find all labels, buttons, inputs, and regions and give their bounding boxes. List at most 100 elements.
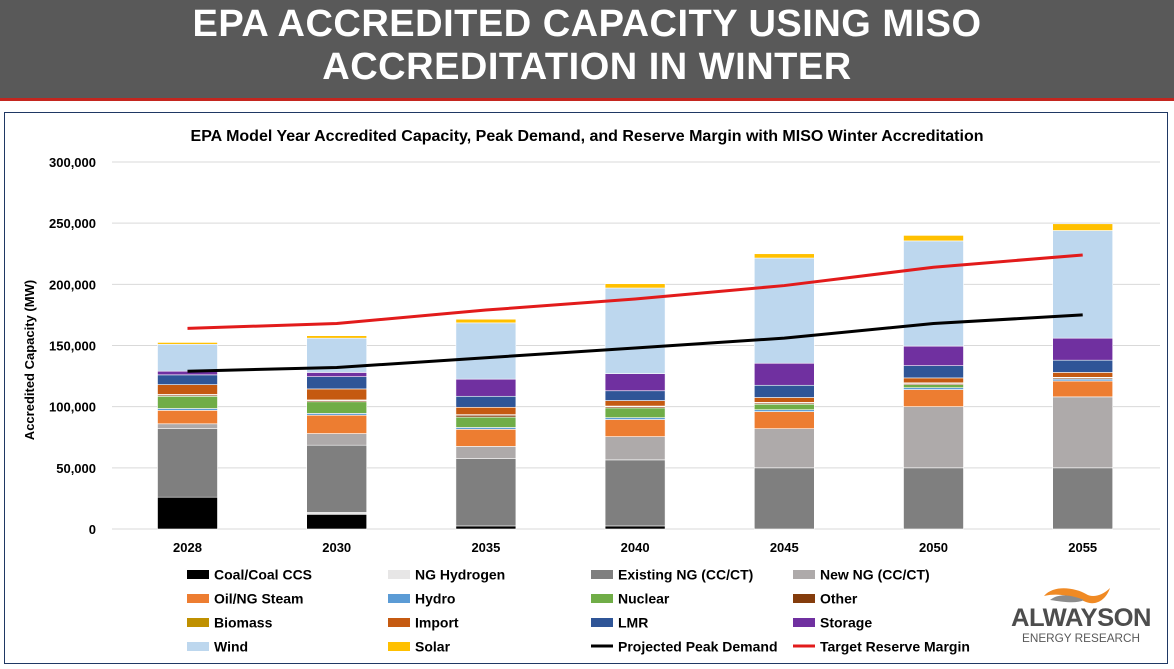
x-tick-label: 2045 xyxy=(770,540,799,555)
bar-segment xyxy=(157,496,218,530)
bar-segment xyxy=(604,400,666,407)
bar-stack-2030 xyxy=(306,335,368,530)
legend-item: Import xyxy=(388,615,459,631)
bar-segment xyxy=(753,403,815,411)
bar-stack-2055 xyxy=(1052,223,1113,530)
bar-segment xyxy=(604,525,666,530)
bar-segment xyxy=(753,384,815,398)
legend-swatch xyxy=(793,570,815,579)
bar-segment xyxy=(306,433,368,446)
bar-segment xyxy=(306,514,368,530)
bar-segment xyxy=(1052,230,1113,339)
legend-item: Other xyxy=(793,591,858,607)
bar-segment xyxy=(157,423,218,429)
y-tick-label: 50,000 xyxy=(56,461,96,476)
bar-segment xyxy=(1052,359,1113,373)
bar-segment xyxy=(903,467,964,530)
bar-segment xyxy=(157,395,218,409)
legend-label: Other xyxy=(820,591,858,607)
legend-label: Oil/NG Steam xyxy=(214,591,303,607)
y-tick-label: 200,000 xyxy=(49,277,96,292)
bar-segment xyxy=(604,390,666,401)
logo-name: ALWAYSON xyxy=(1011,604,1151,632)
bar-segment xyxy=(306,401,368,414)
bar-segment xyxy=(306,388,368,401)
legend-swatch xyxy=(388,642,410,651)
bar-segment xyxy=(306,335,368,339)
y-ticks: 0 50,000 100,000 150,000 200,000 250,000 300,0… xyxy=(49,155,96,537)
legend-item: Storage xyxy=(793,615,872,631)
legend-label: Projected Peak Demand xyxy=(618,639,778,655)
bar-segment xyxy=(753,397,815,403)
bar-segment xyxy=(1052,223,1113,231)
bar-segment xyxy=(753,257,815,364)
legend-item: Existing NG (CC/CT) xyxy=(591,567,753,583)
bar-segment xyxy=(157,374,218,385)
legend-swatch xyxy=(187,570,209,579)
bar-segment xyxy=(903,377,964,384)
flame-icon xyxy=(1044,588,1110,604)
x-tick-label: 2055 xyxy=(1068,540,1097,555)
x-tick-label: 2028 xyxy=(173,540,202,555)
y-axis-label: Accredited Capacity (MW) xyxy=(22,280,37,440)
bar-segment xyxy=(157,410,218,425)
bar-stacks xyxy=(157,223,1113,530)
legend-item: Wind xyxy=(187,639,248,655)
legend-label: Wind xyxy=(214,639,248,655)
y-tick-label: 300,000 xyxy=(49,155,96,170)
bar-segment xyxy=(753,467,815,530)
bar-segment xyxy=(455,525,517,530)
bar-segment xyxy=(455,428,517,447)
bar-segment xyxy=(753,253,815,259)
y-tick-label: 150,000 xyxy=(49,339,96,354)
bar-segment xyxy=(157,342,218,345)
bar-segment xyxy=(1052,396,1113,469)
legend-item: Oil/NG Steam xyxy=(187,591,303,607)
legend-swatch xyxy=(388,618,410,627)
legend-swatch xyxy=(388,570,410,579)
x-tick-label: 2035 xyxy=(471,540,500,555)
legend-label: Import xyxy=(415,615,459,631)
legend-swatch xyxy=(388,594,410,603)
bar-segment xyxy=(455,458,517,527)
legend-item: Nuclear xyxy=(591,591,670,607)
line-projected-peak-demand xyxy=(187,313,1083,373)
legend-swatch xyxy=(793,594,815,603)
legend-label: Hydro xyxy=(415,591,455,607)
line-series xyxy=(187,253,1083,373)
bar-segment xyxy=(455,416,517,428)
slide-header: EPA ACCREDITED CAPACITY USING MISO ACCRE… xyxy=(0,0,1174,101)
legend-swatch xyxy=(591,570,613,579)
bar-segment xyxy=(604,373,666,392)
legend-label: Coal/Coal CCS xyxy=(214,567,312,583)
legend-swatch xyxy=(187,594,209,603)
bar-segment xyxy=(306,372,368,377)
bar-segment xyxy=(455,378,517,397)
bar-segment xyxy=(903,384,964,389)
legend-label: Storage xyxy=(820,615,872,631)
legend-label: NG Hydrogen xyxy=(415,567,505,583)
legend-item: Projected Peak Demand xyxy=(591,639,778,655)
legend-swatch xyxy=(793,618,815,627)
bar-segment xyxy=(604,287,666,374)
legend-item: Coal/Coal CCS xyxy=(187,567,312,583)
x-tick-label: 2050 xyxy=(919,540,948,555)
y-tick-label: 0 xyxy=(89,522,96,537)
bar-segment xyxy=(753,362,815,386)
bar-segment xyxy=(903,365,964,379)
legend-label: Target Reserve Margin xyxy=(820,639,970,655)
bar-segment xyxy=(455,446,517,459)
legend-swatch xyxy=(187,642,209,651)
legend-item: Biomass xyxy=(187,615,273,631)
bar-segment xyxy=(753,411,815,429)
bar-stack-2040 xyxy=(604,283,666,530)
logo-sub: ENERGY RESEARCH xyxy=(1022,631,1140,645)
bar-segment xyxy=(604,283,666,289)
chart-title: EPA Model Year Accredited Capacity, Peak… xyxy=(191,128,984,145)
bar-segment xyxy=(455,406,517,415)
bar-segment xyxy=(1052,467,1113,530)
line-target-reserve-margin xyxy=(187,253,1083,330)
x-ticks: 2028 2030 2035 2040 2045 2050 2055 xyxy=(173,540,1097,555)
bar-segment xyxy=(157,384,218,395)
